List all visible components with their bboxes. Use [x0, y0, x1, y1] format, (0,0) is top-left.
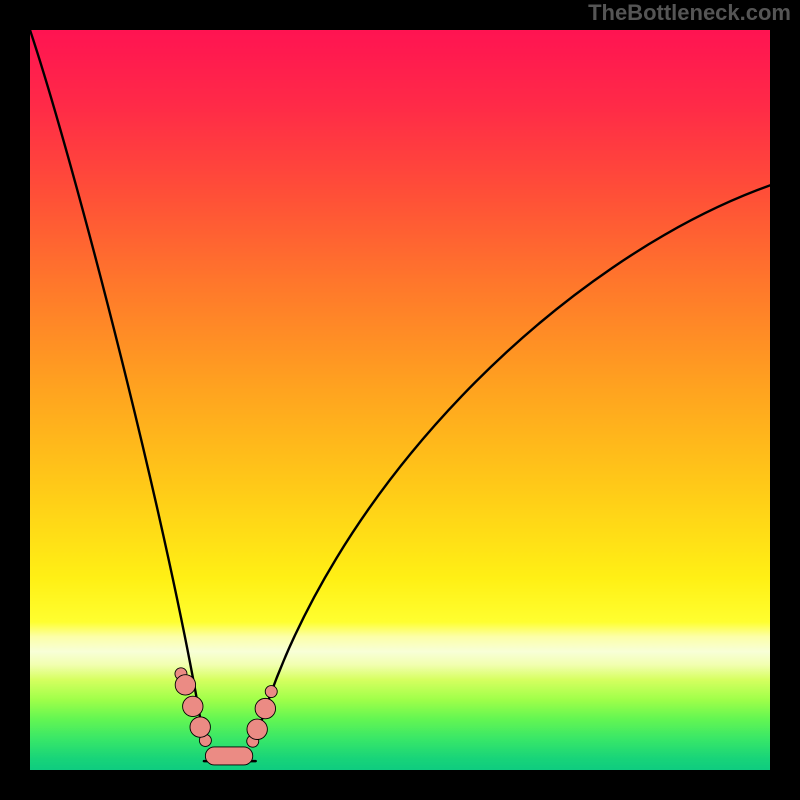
chart-stage: TheBottleneck.com: [0, 0, 800, 800]
plot-area: [30, 30, 770, 770]
gradient-background: [30, 30, 770, 770]
watermark-text: TheBottleneck.com: [588, 0, 791, 26]
